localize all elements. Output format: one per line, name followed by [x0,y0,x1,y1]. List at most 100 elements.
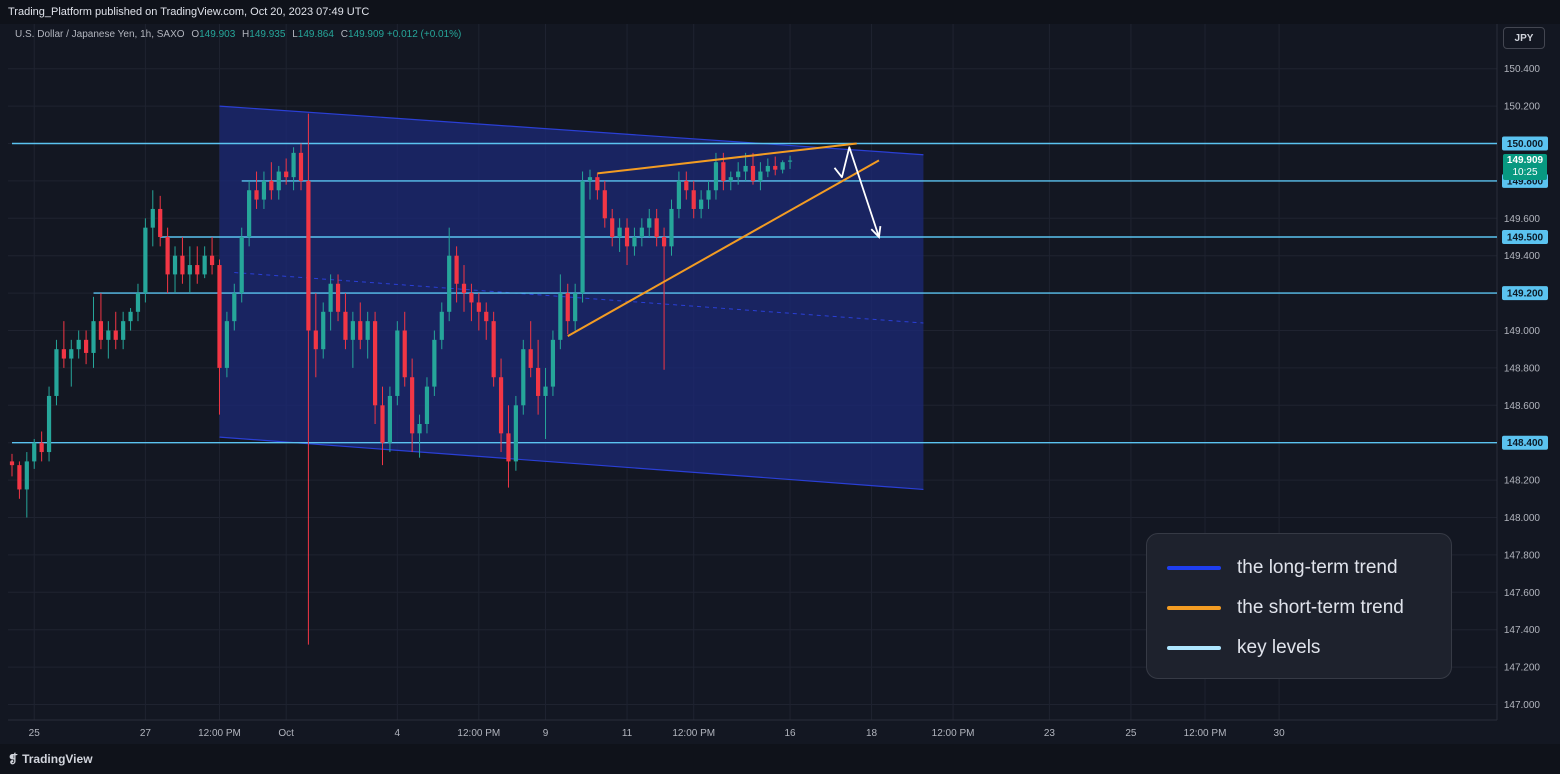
candle-body [24,461,29,490]
candle-body [484,311,489,322]
publisher-text: Trading_Platform published on TradingVie… [8,6,370,18]
candle-body [699,199,704,209]
projection-path [833,146,880,238]
candle-body [454,255,459,284]
candle-body [39,442,44,453]
candle-body [773,165,778,170]
candle-body [669,208,674,247]
x-tick-label: 12:00 PM [198,728,241,739]
low-value: 149.864 [297,29,334,40]
x-tick-label: 12:00 PM [672,728,715,739]
candle-body [98,321,104,340]
candle-body [261,180,267,200]
candle-body [765,165,770,172]
last-price-badge: 149.909 10:25 [1503,154,1547,180]
candle-body [380,405,385,443]
instrument-name: U.S. Dollar / Japanese Yen, 1h, SAXO [15,29,185,40]
candle-body [476,302,481,312]
x-tick-label: 16 [784,728,796,739]
projection-arrow [833,146,882,239]
x-tick-label: 11 [622,728,633,739]
candle-body [247,190,252,237]
candle-body [276,171,281,191]
candle-body [17,465,22,490]
candle-body [121,321,126,340]
candle-body [491,321,496,378]
high-label: H [242,29,250,40]
candle-body [372,321,378,406]
candle-body [654,218,659,237]
candle-body [447,255,452,312]
wedge-lower-line [567,159,880,337]
candle-body [91,321,96,353]
candle-body [284,171,289,178]
key-label-long-term: the long-term trend [1237,557,1398,578]
y-tick-label: 147.000 [1504,700,1541,711]
key-level-badge-text: 150.000 [1507,139,1544,150]
candle-body [402,330,407,378]
candle-body [528,349,533,368]
y-tick-label: 148.200 [1504,476,1541,487]
candle-body [602,190,607,219]
candles [9,113,793,645]
candle-body [595,177,600,191]
channel-lower-line [219,436,924,491]
candle-body [365,321,370,340]
x-tick-label: 30 [1274,728,1286,739]
candle-body [432,339,437,387]
candle-body [143,227,148,294]
candle-body [410,377,415,434]
candle-body [32,442,37,462]
candle-body [113,330,118,340]
key-level-badge-text: 149.500 [1507,233,1544,244]
candle-body [387,395,393,443]
x-tick-label: 12:00 PM [1184,728,1227,739]
candle-body [439,311,444,340]
y-tick-label: 147.400 [1504,625,1541,636]
candle-body [691,190,696,209]
candle-body [565,293,570,322]
price-axis: 147.000 147.200 147.400 147.600 147.800 148.0… [1502,64,1548,711]
y-tick-label: 150.200 [1504,102,1541,113]
candle-body [676,180,681,209]
candle-body [639,227,644,237]
tradingview-brand[interactable]: ❡ TradingView [8,752,93,766]
candle-body [298,152,304,181]
key-label-key-levels: key levels [1237,637,1321,658]
candle-body [736,171,741,178]
y-tick-label: 147.600 [1504,588,1541,599]
y-tick-label: 148.000 [1504,513,1541,524]
candle-body [180,255,185,275]
candle-body [46,395,52,453]
y-tick-label: 149.000 [1504,326,1541,337]
candle-body [521,349,526,406]
channel-mid-line [234,272,924,324]
candle-body [76,339,81,350]
candle-body [150,208,155,228]
candle-body [195,265,200,275]
candle-body [209,255,215,266]
bar-countdown: 10:25 [1512,167,1538,178]
open-label: O [191,29,200,40]
trend-key-box: the long-term trend the short-term trend… [1146,533,1452,679]
x-tick-label: 25 [29,728,41,739]
key-item-long-term: the long-term trend [1167,553,1398,583]
projection-arrowhead [870,225,882,239]
candle-body [335,283,341,312]
candle-body [721,162,726,181]
key-label-short-term: the short-term trend [1237,597,1404,618]
y-tick-label: 150.400 [1504,64,1541,75]
channel-upper-line [219,105,924,156]
y-tick-label: 147.200 [1504,663,1541,674]
wedge-upper-line [597,142,857,175]
close-value: 149.909 [347,29,385,40]
x-tick-label: 12:00 PM [932,728,975,739]
candle-body [269,180,274,191]
y-tick-label: 148.800 [1504,363,1541,374]
currency-button[interactable]: JPY [1503,27,1545,49]
candle-body [321,311,326,350]
bottom-bar [0,744,1560,774]
candle-body [84,339,89,353]
key-levels-swatch [1167,646,1221,650]
